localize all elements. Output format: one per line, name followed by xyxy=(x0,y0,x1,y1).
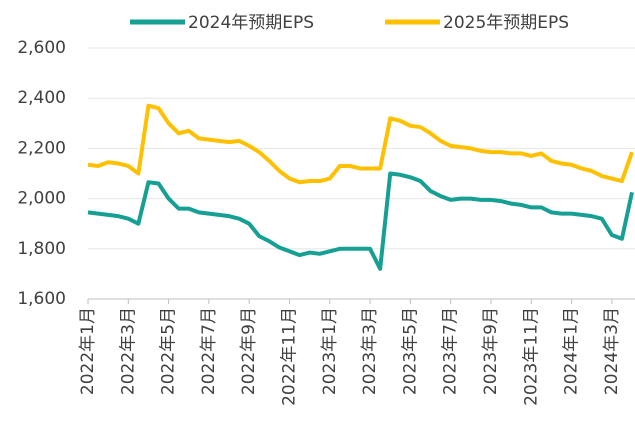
y-tick-label: 2,400 xyxy=(17,88,66,108)
x-tick-label: 2022年9月 xyxy=(239,307,259,395)
y-tick-label: 2,000 xyxy=(17,189,66,209)
x-tick-label: 2023年9月 xyxy=(481,307,501,395)
x-tick-label: 2022年7月 xyxy=(199,307,219,395)
y-tick-label: 1,600 xyxy=(17,289,66,309)
legend-label: 2024年预期EPS xyxy=(188,13,314,33)
y-tick-label: 2,200 xyxy=(17,138,66,158)
x-tick-label: 2023年3月 xyxy=(360,307,380,395)
x-tick-label: 2022年3月 xyxy=(118,307,138,395)
y-tick-label: 2,600 xyxy=(17,38,66,58)
x-tick-label: 2022年11月 xyxy=(279,307,299,406)
line-series xyxy=(87,103,634,185)
x-tick-label: 2024年3月 xyxy=(602,307,622,395)
line-series xyxy=(87,171,634,271)
x-tick-label: 2023年5月 xyxy=(400,307,420,395)
y-tick-label: 1,800 xyxy=(17,239,66,259)
x-tick-label: 2023年7月 xyxy=(441,307,461,395)
x-tick-label: 2022年5月 xyxy=(159,307,179,395)
x-tick-label: 2022年1月 xyxy=(78,307,98,395)
x-tick-label: 2023年1月 xyxy=(320,307,340,395)
legend-label: 2025年预期EPS xyxy=(443,13,569,33)
x-tick-label: 2023年11月 xyxy=(521,307,541,406)
x-tick-label: 2024年1月 xyxy=(562,307,582,395)
